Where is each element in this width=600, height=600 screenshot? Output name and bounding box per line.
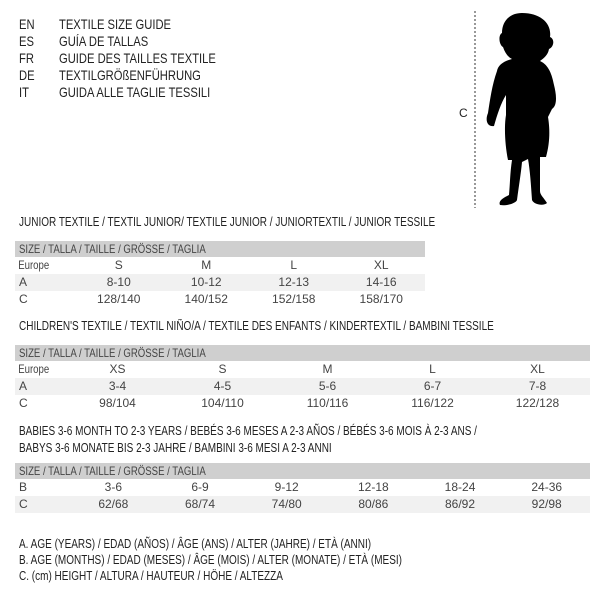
- table-cell: L: [290, 258, 298, 272]
- children-title-text: CHILDREN'S TEXTILE / TEXTIL NIÑO/A / TEX…: [19, 319, 494, 333]
- table-cell: 128/140: [97, 292, 141, 306]
- table-cell: 6-9: [191, 480, 209, 494]
- row-label: C: [19, 497, 28, 511]
- table-cell: 6-7: [423, 379, 442, 393]
- language-code: EN: [19, 16, 35, 32]
- babies-size-table: SIZE / TALLA / TAILLE / GRÖSSE / TAGLIA …: [15, 463, 590, 513]
- language-code: DE: [19, 67, 35, 83]
- language-title: TEXTILGRÖßENFÜHRUNG: [59, 67, 201, 83]
- row-label: Europe: [18, 258, 50, 272]
- table-cell: XS: [109, 362, 126, 376]
- table-cell: XL: [373, 258, 389, 272]
- table-cell: 8-10: [106, 275, 131, 289]
- row-label: A: [19, 275, 28, 289]
- table-cell: 10-12: [190, 275, 222, 289]
- junior-size-table: SIZE / TALLA / TAILLE / GRÖSSE / TAGLIA …: [15, 241, 425, 308]
- junior-title-text: JUNIOR TEXTILE / TEXTIL JUNIOR/ TEXTILE …: [19, 215, 436, 229]
- babies-section-title-line1: BABIES 3-6 MONTH TO 2-3 YEARS / BEBÉS 3-…: [19, 424, 591, 438]
- table-row: B 3-6 6-9 9-12 12-18 18-24 24-36: [15, 479, 590, 496]
- table-row: C 62/68 68/74 74/80 80/86 86/92 92/98: [15, 496, 590, 513]
- table-cell: 4-5: [213, 379, 232, 393]
- row-label: C: [19, 396, 28, 410]
- table-cell: 9-12: [274, 480, 299, 494]
- table-cell: 104/110: [201, 396, 244, 410]
- table-cell: 140/152: [184, 292, 228, 306]
- children-section-title: CHILDREN'S TEXTILE / TEXTIL NIÑO/A / TEX…: [19, 319, 600, 333]
- table-cell: 62/68: [98, 497, 129, 511]
- children-size-table: SIZE / TALLA / TAILLE / GRÖSSE / TAGLIA …: [15, 345, 590, 412]
- table-cell: 74/80: [271, 497, 302, 511]
- table-cell: 24-36: [531, 480, 563, 494]
- babies-section-title-line2: BABYS 3-6 MONATE BIS 2-3 JAHRE / BAMBINI…: [19, 441, 410, 455]
- table-header: SIZE / TALLA / TAILLE / GRÖSSE / TAGLIA: [15, 241, 425, 257]
- legend-text: A. AGE (YEARS) / EDAD (AÑOS) / ÂGE (ANS)…: [19, 537, 372, 551]
- table-row: A 3-4 4-5 5-6 6-7 7-8: [15, 378, 590, 395]
- language-code: ES: [19, 33, 34, 49]
- legend-item-a: A. AGE (YEARS) / EDAD (AÑOS) / ÂGE (ANS)…: [19, 537, 459, 551]
- junior-section-title: JUNIOR TEXTILE / TEXTIL JUNIOR/ TEXTILE …: [19, 215, 539, 229]
- table-cell: 12-18: [358, 480, 389, 494]
- row-label: A: [19, 379, 28, 393]
- language-title: GUIDA ALLE TAGLIE TESSILI: [59, 84, 211, 100]
- table-cell: 158/170: [359, 292, 403, 306]
- row-label: B: [19, 480, 28, 494]
- row-label: C: [19, 292, 28, 306]
- child-silhouette-figure: [474, 11, 556, 208]
- table-cell: 152/158: [272, 292, 316, 306]
- table-cell: 98/104: [99, 396, 136, 410]
- language-title: GUÍA DE TALLAS: [59, 33, 149, 49]
- language-code: FR: [19, 50, 34, 66]
- babies-title-text: BABYS 3-6 MONATE BIS 2-3 JAHRE / BAMBINI…: [19, 441, 332, 455]
- table-cell: XL: [530, 362, 545, 376]
- header-text: SIZE / TALLA / TAILLE / GRÖSSE / TAGLIA: [19, 242, 206, 256]
- table-cell: 3-4: [108, 379, 127, 393]
- header-text: SIZE / TALLA / TAILLE / GRÖSSE / TAGLIA: [19, 464, 206, 478]
- height-measure-label: C: [459, 106, 468, 120]
- legend-text: C. (cm) HEIGHT / ALTURA / HAUTEUR / HÖHE…: [19, 569, 283, 583]
- table-cell: M: [201, 258, 212, 272]
- table-cell: 5-6: [318, 379, 337, 393]
- table-cell: 92/98: [531, 497, 562, 511]
- language-title: TEXTILE SIZE GUIDE: [59, 16, 172, 32]
- table-cell: 68/74: [184, 497, 216, 511]
- table-cell: 86/92: [445, 497, 476, 511]
- language-code: IT: [19, 84, 29, 100]
- language-title: GUIDE DES TAILLES TEXTILE: [59, 50, 216, 66]
- row-label: Europe: [18, 362, 50, 376]
- table-cell: M: [322, 362, 333, 376]
- table-row: A 8-10 10-12 12-13 14-16: [15, 274, 425, 291]
- table-cell: 7-8: [528, 379, 547, 393]
- child-silhouette-icon: [486, 13, 556, 206]
- table-cell: 116/122: [411, 396, 454, 410]
- table-header: SIZE / TALLA / TAILLE / GRÖSSE / TAGLIA: [15, 345, 590, 361]
- table-cell: 122/128: [515, 396, 560, 410]
- table-cell: 3-6: [104, 480, 122, 494]
- table-cell: L: [429, 362, 436, 376]
- legend-item-c: C. (cm) HEIGHT / ALTURA / HAUTEUR / HÖHE…: [19, 569, 349, 583]
- table-cell: 110/116: [306, 396, 349, 410]
- table-row: Europe S M L XL: [15, 257, 425, 274]
- table-cell: 80/86: [358, 497, 389, 511]
- table-cell: 14-16: [365, 275, 397, 289]
- table-cell: 18-24: [444, 480, 476, 494]
- babies-title-text: BABIES 3-6 MONTH TO 2-3 YEARS / BEBÉS 3-…: [19, 424, 477, 438]
- table-row: Europe XS S M L XL: [15, 361, 590, 378]
- header-text: SIZE / TALLA / TAILLE / GRÖSSE / TAGLIA: [19, 346, 206, 360]
- table-cell: S: [114, 258, 123, 272]
- table-header: SIZE / TALLA / TAILLE / GRÖSSE / TAGLIA: [15, 463, 590, 479]
- legend-item-b: B. AGE (MONTHS) / EDAD (MESES) / ÂGE (MO…: [19, 553, 498, 567]
- legend-text: B. AGE (MONTHS) / EDAD (MESES) / ÂGE (MO…: [19, 553, 402, 567]
- table-cell: S: [218, 362, 227, 376]
- table-row: C 128/140 140/152 152/158 158/170: [15, 291, 425, 308]
- table-row: C 98/104 104/110 110/116 116/122 122/128: [15, 395, 590, 412]
- table-cell: 12-13: [278, 275, 310, 289]
